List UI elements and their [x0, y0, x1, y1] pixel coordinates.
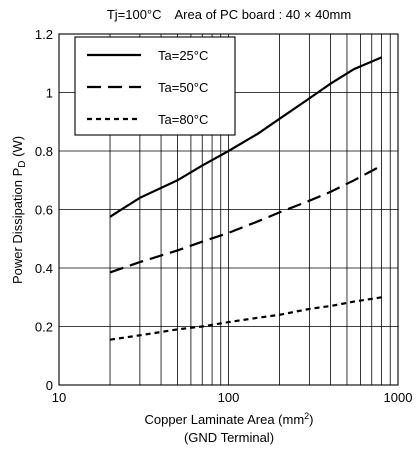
x-tick-label: 1000	[384, 390, 413, 405]
x-axis-sublabel: (GND Terminal)	[184, 430, 274, 445]
series-line	[109, 164, 383, 274]
x-axis-label-main: Copper Laminate Area (mm	[144, 412, 304, 427]
x-axis-label-superscript: 2	[304, 411, 309, 421]
y-tick-label: 1.2	[35, 27, 53, 42]
legend-label: Ta=50°C	[158, 80, 208, 95]
legend-label: Ta=25°C	[158, 48, 208, 63]
series-line	[109, 56, 383, 218]
tick-labels: 0 0.2 0.4 0.6 0.8 1 1.2 10 100 1000	[35, 27, 413, 405]
y-tick-label: 0.6	[35, 203, 53, 218]
legend-box	[74, 36, 236, 136]
y-axis-label-unit: (W)	[10, 136, 25, 161]
y-tick-label: 1	[46, 86, 53, 101]
x-axis-label: Copper Laminate Area (mm2)	[144, 411, 313, 427]
x-tick-label: 100	[218, 390, 240, 405]
y-tick-label: 0	[46, 378, 53, 393]
y-axis-label-main: Power Dissipation P	[10, 168, 25, 284]
series-line	[109, 296, 382, 341]
y-tick-label: 0.4	[35, 261, 53, 276]
series-lines	[109, 56, 383, 341]
y-axis-label: Power Dissipation PD (W)	[10, 136, 28, 284]
legend-label: Ta=80°C	[158, 112, 208, 127]
y-tick-label: 0.2	[35, 320, 53, 335]
y-axis-label-subscript: D	[17, 160, 28, 167]
plot-frame	[58, 33, 399, 386]
y-tick-label: 0.8	[35, 144, 53, 159]
x-tick-label: 10	[52, 390, 66, 405]
x-axis-label-close: )	[309, 412, 313, 427]
legend: Ta=25°C Ta=50°C Ta=80°C	[74, 36, 236, 136]
chart-title: Tj=100°C Area of PC board : 40 × 40mm	[107, 7, 351, 22]
